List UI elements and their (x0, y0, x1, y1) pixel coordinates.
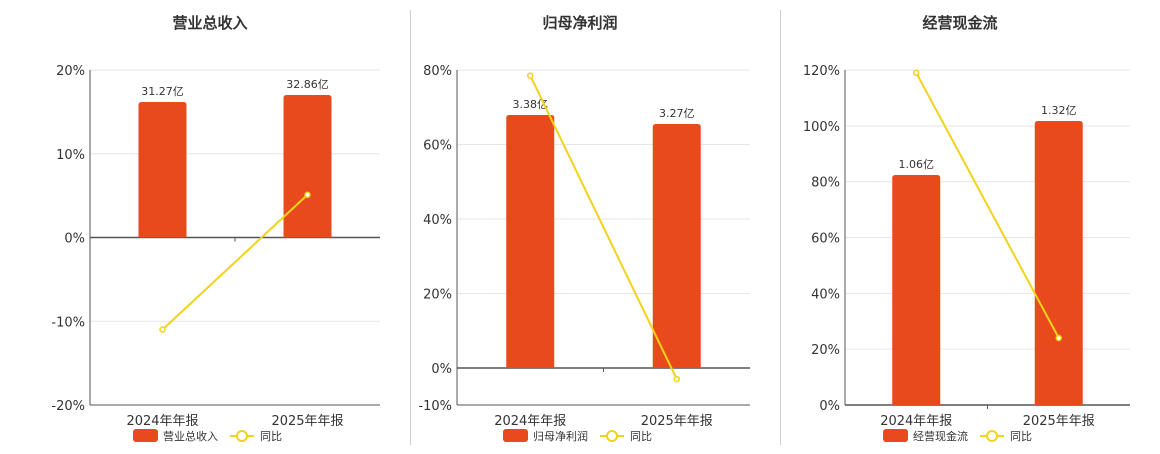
bar-data-label: 3.27亿 (659, 107, 695, 120)
bar[interactable] (1034, 121, 1083, 405)
y-tick-label: -20% (51, 399, 85, 414)
y-tick-label: 40% (811, 287, 840, 302)
bar-data-label: 1.32亿 (1041, 104, 1077, 117)
bar[interactable] (652, 124, 701, 368)
x-category-label: 2024年年报 (494, 414, 566, 429)
bar[interactable] (283, 95, 332, 238)
chart-panel-net-profit: 归母净利润 80% 60% 40% 20% 0% -10% 3.38亿 3.27亿 2024年年报… (410, 0, 780, 450)
y-tick-label: 20% (423, 288, 452, 303)
revenue-chart: 营业总收入 20% 10% 0% -10% -20% 31.27亿 32.86亿 2024年年报… (51, 14, 380, 443)
legend-bar-label: 营业总收入 (163, 429, 218, 443)
chart-title: 经营现金流 (922, 14, 997, 32)
y-tick-label: -10% (51, 315, 85, 330)
net-profit-chart: 归母净利润 80% 60% 40% 20% 0% -10% 3.38亿 3.27亿 2024年年报… (418, 14, 750, 443)
y-tick-label: 100% (803, 120, 840, 135)
legend-bar-label: 经营现金流 (913, 429, 968, 443)
chart-panel-cash-flow: 经营现金流 120% 100% 80% 60% 40% 20% 0% 1.06亿 1.32亿 202… (780, 0, 1160, 450)
y-tick-label: 80% (423, 64, 452, 79)
y-tick-label: 20% (56, 64, 85, 79)
y-tick-label: 40% (423, 213, 452, 228)
y-tick-label: 0% (431, 362, 452, 377)
legend-line-label: 同比 (630, 430, 652, 443)
legend-line-marker (606, 430, 618, 442)
yoy-point[interactable] (527, 72, 534, 79)
y-tick-label: 0% (819, 399, 840, 414)
panel-divider-1 (410, 10, 411, 445)
yoy-point[interactable] (159, 326, 166, 333)
legend-line-label: 同比 (1010, 430, 1032, 443)
bar-data-label: 31.27亿 (141, 85, 184, 98)
bar-data-label: 32.86亿 (286, 78, 329, 91)
y-tick-label: 60% (811, 232, 840, 247)
chart-title: 营业总收入 (172, 14, 247, 32)
x-category-label: 2024年年报 (880, 414, 952, 429)
yoy-point[interactable] (673, 375, 680, 383)
x-category-label: 2024年年报 (126, 414, 198, 429)
yoy-line (161, 194, 309, 331)
cash-flow-chart: 经营现金流 120% 100% 80% 60% 40% 20% 0% 1.06亿 1.32亿 202… (803, 14, 1130, 443)
panel-divider-2 (780, 10, 781, 445)
x-category-label: 2025年年报 (271, 414, 343, 429)
bar[interactable] (506, 115, 555, 368)
bar-data-label: 3.38亿 (513, 98, 549, 111)
chart-title: 归母净利润 (542, 14, 617, 32)
yoy-line (529, 75, 678, 380)
y-tick-label: 60% (423, 139, 452, 154)
legend-bar-swatch (133, 429, 158, 442)
yoy-point[interactable] (1055, 334, 1062, 342)
y-tick-label: 0% (64, 232, 85, 247)
y-tick-label: 120% (803, 64, 840, 79)
yoy-point[interactable] (913, 69, 920, 77)
y-tick-label: -10% (418, 399, 452, 414)
bar[interactable] (892, 175, 941, 405)
legend-line-label: 同比 (260, 430, 282, 443)
legend-bar-swatch (503, 429, 528, 442)
legend-bar-swatch (883, 429, 908, 442)
bar[interactable] (138, 102, 187, 238)
y-tick-label: 20% (811, 343, 840, 358)
legend-line-marker (236, 430, 248, 442)
yoy-line (915, 72, 1060, 339)
legend-bar-label: 归母净利润 (533, 429, 588, 443)
x-category-label: 2025年年报 (1023, 414, 1095, 429)
y-tick-label: 80% (811, 176, 840, 191)
bar-data-label: 1.06亿 (899, 158, 935, 171)
chart-panel-revenue: 营业总收入 20% 10% 0% -10% -20% 31.27亿 32.86亿 2024年年报… (0, 0, 400, 450)
y-tick-label: 10% (56, 148, 85, 163)
legend-line-marker (986, 430, 998, 442)
yoy-point[interactable] (304, 191, 311, 199)
x-category-label: 2025年年报 (641, 414, 713, 429)
